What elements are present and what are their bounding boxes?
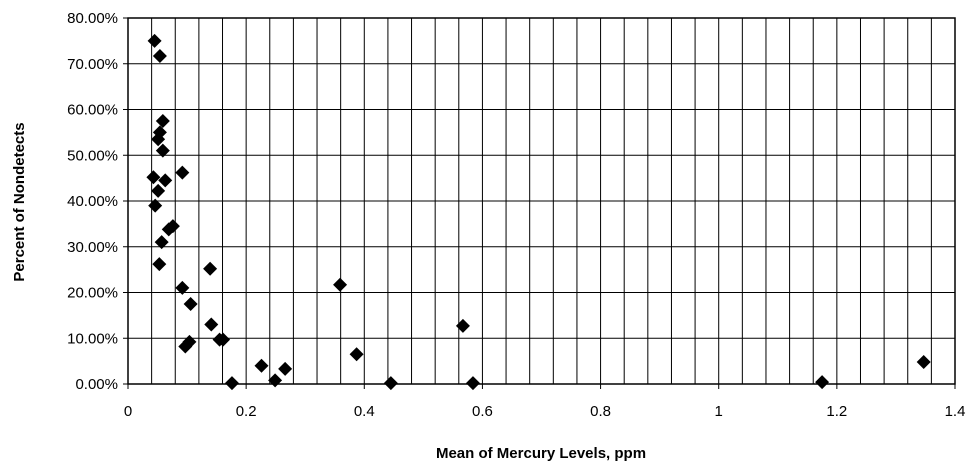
data-point xyxy=(278,361,293,376)
grid-lines xyxy=(127,17,956,385)
x-tick-label: 0.8 xyxy=(590,403,611,420)
data-point xyxy=(152,48,167,63)
y-tick-label: 80.00% xyxy=(67,10,118,27)
data-point xyxy=(183,296,198,311)
x-tick-label: 1.2 xyxy=(826,403,847,420)
data-point xyxy=(148,198,163,213)
data-point xyxy=(155,113,170,128)
data-point xyxy=(147,33,162,48)
y-tick-label: 20.00% xyxy=(67,285,118,302)
data-points xyxy=(146,33,931,391)
data-point xyxy=(216,332,231,347)
x-axis-title: Mean of Mercury Levels, ppm xyxy=(436,445,646,462)
data-point xyxy=(204,317,219,332)
data-point xyxy=(178,339,193,354)
data-point xyxy=(254,358,269,373)
data-point xyxy=(916,355,931,370)
data-point xyxy=(383,376,398,391)
data-point xyxy=(158,173,173,188)
data-point xyxy=(146,170,161,185)
y-tick-label: 70.00% xyxy=(67,56,118,73)
data-point xyxy=(151,183,166,198)
data-point xyxy=(465,376,480,391)
data-point xyxy=(175,280,190,295)
x-tick-label: 0.6 xyxy=(472,403,493,420)
data-point xyxy=(333,277,348,292)
data-point xyxy=(155,143,170,158)
data-point xyxy=(151,132,166,147)
y-axis-tick-labels: 0.00% 10.00% 20.00% 30.00% 40.00% 50.00% 60.00… xyxy=(67,10,128,393)
data-point xyxy=(815,375,830,390)
y-tick-label: 30.00% xyxy=(67,239,118,256)
x-axis-tick-labels: 0 0.2 0.4 0.6 0.8 1 1.2 1.4 xyxy=(124,384,966,420)
y-tick-label: 40.00% xyxy=(67,193,118,210)
data-point xyxy=(152,257,167,272)
data-point xyxy=(455,318,470,333)
data-point xyxy=(224,376,239,391)
x-tick-label: 1.4 xyxy=(945,403,966,420)
y-tick-label: 0.00% xyxy=(75,376,118,393)
y-tick-label: 50.00% xyxy=(67,147,118,164)
x-tick-label: 0.2 xyxy=(236,403,257,420)
data-point xyxy=(175,165,190,180)
x-tick-label: 0.4 xyxy=(354,403,375,420)
data-point xyxy=(161,222,176,237)
data-point xyxy=(154,235,169,250)
data-point xyxy=(349,347,364,362)
y-tick-label: 10.00% xyxy=(67,330,118,347)
x-tick-label: 1 xyxy=(715,403,723,420)
x-tick-label: 0 xyxy=(124,403,132,420)
data-point xyxy=(268,373,283,388)
y-tick-label: 60.00% xyxy=(67,102,118,119)
data-point xyxy=(203,261,218,276)
y-axis-title: Percent of Nondetects xyxy=(11,122,28,281)
